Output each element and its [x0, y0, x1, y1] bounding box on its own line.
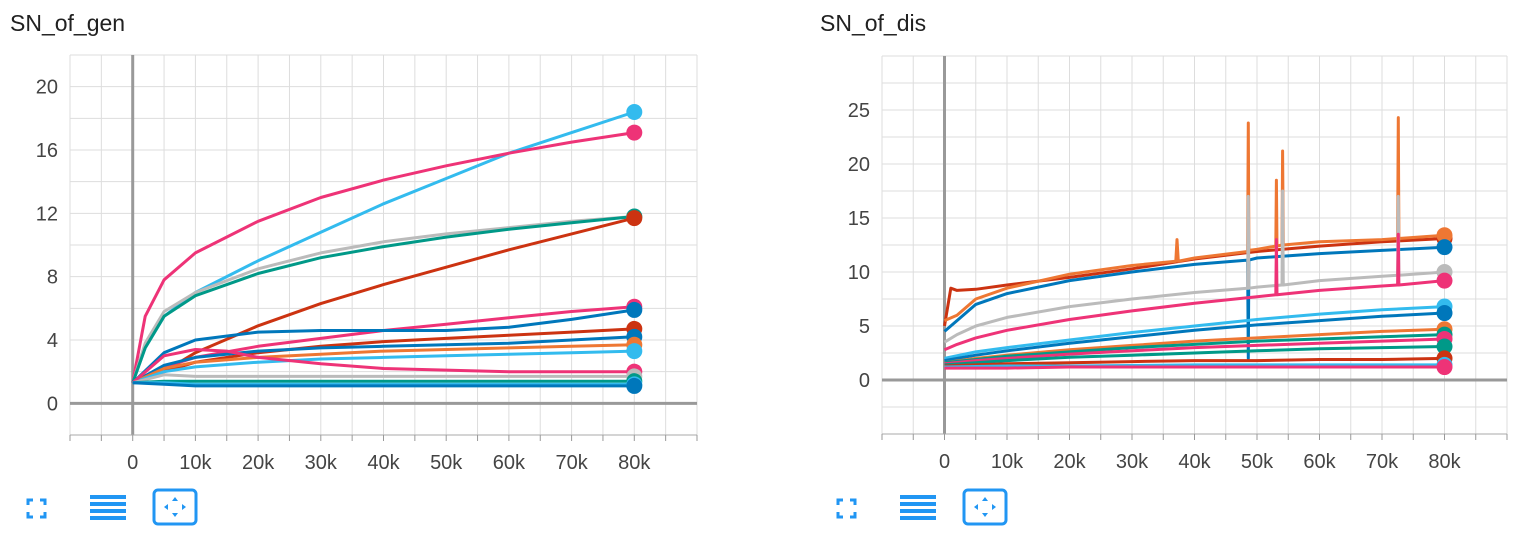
- series-line-14[interactable]: [132, 379, 635, 385]
- x-tick-label: 10k: [991, 451, 1024, 473]
- series-line-6[interactable]: [944, 305, 1445, 360]
- line-chart-sn-of-gen[interactable]: 0 10k 20k 30k 40k 50k 60k 70k 80k 0 4 8 12 16 20: [0, 0, 740, 543]
- series-line-2[interactable]: [943, 116, 1445, 322]
- chart-title: SN_of_gen: [10, 10, 126, 36]
- x-tick-label: 80k: [618, 452, 651, 474]
- line-chart-sn-of-dis[interactable]: 0 10k 20k 30k 40k 50k 60k 70k 80k 0 5 10 15 20 25: [810, 0, 1518, 543]
- y-tick-label: 10: [848, 262, 870, 284]
- series-line-3[interactable]: [131, 215, 635, 384]
- series-line-10[interactable]: [132, 343, 635, 385]
- x-tick-label: 30k: [1116, 451, 1149, 473]
- x-tick-label: 50k: [430, 452, 463, 474]
- y-tick-label: 5: [859, 316, 870, 338]
- series-line-12[interactable]: [131, 348, 635, 384]
- series-line-7[interactable]: [131, 308, 635, 384]
- data-selection-icon: [90, 495, 126, 520]
- y-tick-label: 12: [36, 203, 58, 225]
- series-line-10[interactable]: [944, 337, 1445, 366]
- y-tick-label: 16: [36, 140, 58, 162]
- expand-icon: [836, 498, 857, 519]
- series-line-8[interactable]: [132, 327, 635, 385]
- expand-button[interactable]: [20, 488, 68, 528]
- fit-domain-button[interactable]: [152, 488, 200, 528]
- grid: [69, 54, 698, 436]
- series-line-12[interactable]: [944, 356, 1445, 368]
- series-line-11[interactable]: [132, 349, 635, 385]
- fit-domain-button[interactable]: [962, 488, 1010, 528]
- expand-button[interactable]: [830, 488, 878, 528]
- series-line-9[interactable]: [944, 333, 1445, 365]
- series-endpoint-5[interactable]: [626, 210, 643, 227]
- x-tick-label: 40k: [1178, 451, 1211, 473]
- y-tick-label: 0: [47, 393, 58, 415]
- series-line-3[interactable]: [943, 245, 1445, 360]
- series-endpoint-7[interactable]: [1436, 305, 1453, 322]
- y-tick-label: 4: [47, 330, 58, 352]
- y-tick-label: 20: [848, 154, 870, 176]
- series-endpoint-11[interactable]: [1436, 338, 1453, 355]
- x-tick-label: 20k: [1053, 451, 1086, 473]
- chart-card-sn-of-gen: SN_of_gen 0 10k 20k 30k 40k 50k 60k 70k 80k 0 4 8 12…: [0, 0, 740, 543]
- series-endpoint-2[interactable]: [626, 124, 643, 141]
- fit-domain-icon: [962, 488, 1008, 526]
- series-line-14[interactable]: [944, 365, 1445, 370]
- series-line-13[interactable]: [944, 363, 1445, 369]
- grid: [881, 55, 1508, 435]
- series-endpoint-3[interactable]: [1436, 239, 1453, 256]
- y-tick-label: 8: [47, 267, 58, 289]
- series-endpoint-7[interactable]: [626, 301, 643, 318]
- x-tick-label: 0: [127, 452, 138, 474]
- data-selection-button[interactable]: [86, 488, 134, 528]
- x-tick-label: 70k: [1366, 451, 1399, 473]
- y-tick-label: 15: [848, 208, 870, 230]
- x-tick-label: 70k: [555, 452, 588, 474]
- y-tick-label: 25: [848, 100, 870, 122]
- series-endpoint-1[interactable]: [626, 104, 643, 120]
- series-endpoint-2[interactable]: [1436, 227, 1453, 244]
- series-endpoint-5[interactable]: [1436, 272, 1453, 289]
- x-tick-label: 40k: [367, 452, 400, 474]
- data-selection-icon: [900, 495, 936, 520]
- series-line-2[interactable]: [131, 131, 635, 384]
- x-tick-label: 60k: [1303, 451, 1336, 473]
- series-line-13[interactable]: [132, 373, 635, 385]
- series-line-11[interactable]: [944, 345, 1445, 367]
- x-tick-label: 50k: [1241, 451, 1274, 473]
- y-tick-label: 0: [859, 370, 870, 392]
- series-endpoint-16[interactable]: [626, 377, 643, 394]
- data-selection-button[interactable]: [896, 488, 944, 528]
- expand-icon: [26, 498, 47, 519]
- series-line-7[interactable]: [944, 311, 1445, 363]
- x-tick-label: 30k: [305, 452, 338, 474]
- series-line-16[interactable]: [132, 381, 635, 388]
- fit-domain-icon: [152, 488, 198, 526]
- x-tick-label: 80k: [1428, 451, 1461, 473]
- series-endpoint-11[interactable]: [626, 343, 643, 360]
- chart-title: SN_of_dis: [820, 10, 927, 36]
- series-line-5[interactable]: [943, 232, 1445, 352]
- x-tick-label: 20k: [242, 452, 275, 474]
- x-tick-label: 60k: [493, 452, 526, 474]
- x-tick-label: 10k: [179, 452, 212, 474]
- y-tick-label: 20: [36, 77, 58, 99]
- chart-card-sn-of-dis: SN_of_dis 0 10k 20k 30k 40k 50k 60k 70k 80k 0 5 10 1…: [810, 0, 1518, 543]
- series-line-15[interactable]: [132, 381, 635, 386]
- series-line-4[interactable]: [131, 215, 635, 384]
- x-tick-label: 0: [939, 451, 950, 473]
- series-line-9[interactable]: [131, 335, 635, 385]
- series-line-1[interactable]: [943, 237, 1445, 327]
- series-endpoint-14[interactable]: [1436, 359, 1453, 376]
- series-line-4[interactable]: [943, 189, 1445, 344]
